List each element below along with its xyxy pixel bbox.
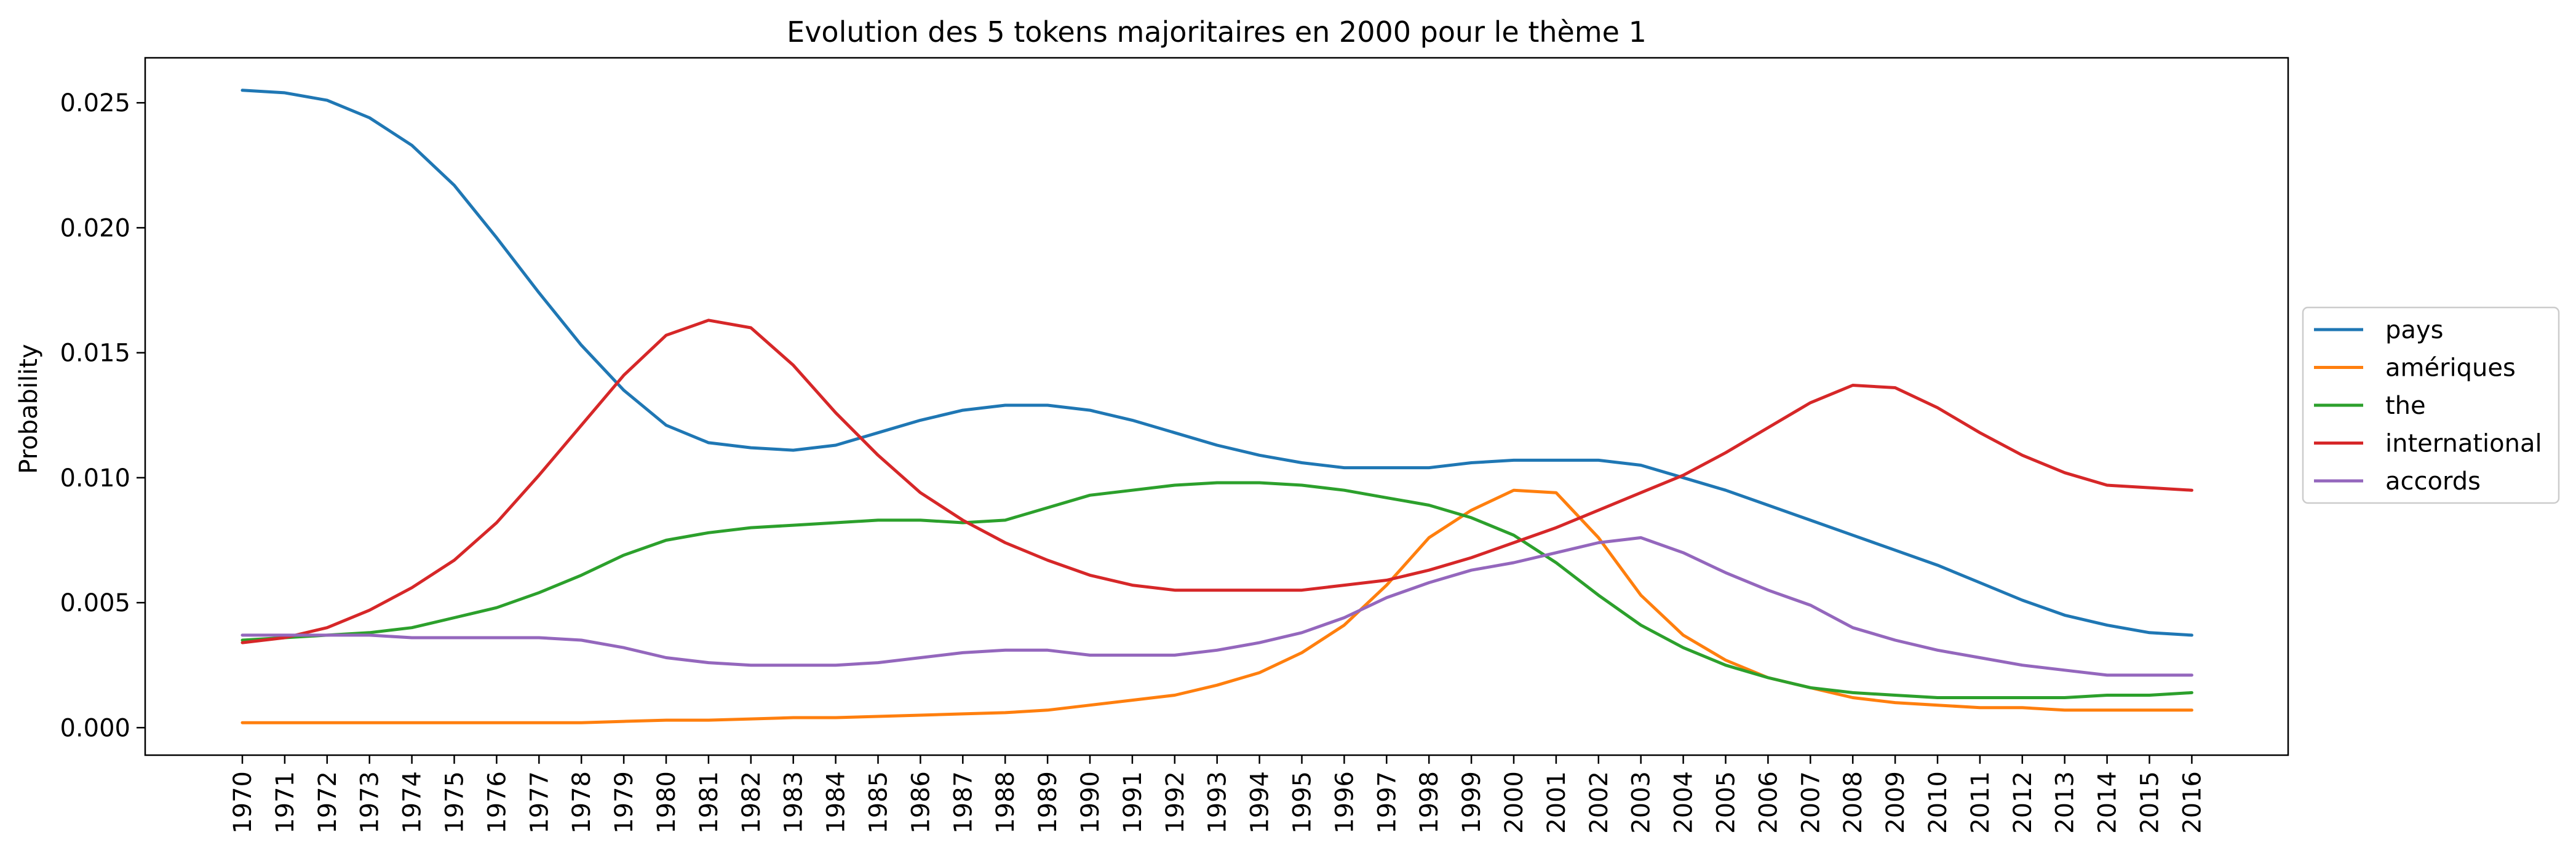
x-tick-label: 2003 — [1628, 771, 1656, 834]
x-tick-label: 1997 — [1373, 771, 1401, 834]
x-tick-label: 2016 — [2178, 771, 2206, 834]
y-tick-label: 0.015 — [60, 339, 130, 368]
legend: pays amériques the international accords — [2302, 306, 2560, 504]
x-tick-label: 2002 — [1585, 771, 1613, 834]
x-tick-label: 1989 — [1034, 771, 1062, 834]
x-tick-label: 2010 — [1924, 771, 1952, 834]
x-tick-label: 1993 — [1204, 771, 1232, 834]
series-line-1 — [241, 488, 2193, 724]
x-tick-label: 2008 — [1839, 771, 1867, 834]
x-tick-label: 2015 — [2136, 771, 2165, 834]
x-tick-label: 1972 — [314, 771, 342, 834]
x-tick-label: 1982 — [737, 771, 766, 834]
x-tick-label: 1971 — [271, 771, 300, 834]
y-axis: 0.000 0.005 0.010 0.015 0.020 0.025 — [60, 89, 145, 742]
x-tick-label: 2001 — [1543, 771, 1571, 834]
y-tick-label: 0.010 — [60, 464, 130, 493]
x-tick-label: 1999 — [1458, 771, 1486, 834]
x-tick-label: 1990 — [1076, 771, 1105, 834]
x-tick-label: 1977 — [525, 771, 554, 834]
y-tick-label: 0.005 — [60, 589, 130, 617]
x-tick-label: 1994 — [1246, 771, 1274, 834]
x-tick-label: 1984 — [822, 771, 851, 834]
x-tick-label: 1978 — [568, 771, 596, 834]
x-tick-label: 1995 — [1289, 771, 1317, 834]
series-line-0 — [241, 89, 2193, 637]
x-tick-label: 2014 — [2094, 771, 2122, 834]
x-tick-label: 2012 — [2009, 771, 2037, 834]
x-tick-label: 2005 — [1712, 771, 1741, 834]
y-tick-label: 0.025 — [60, 89, 130, 117]
x-tick-label: 1973 — [356, 771, 384, 834]
x-tick-label: 1979 — [610, 771, 638, 834]
x-axis: 1970 1971 1972 1973 1974 1975 1976 1977 1978 1979… — [229, 755, 2206, 834]
x-tick-label: 1975 — [441, 771, 469, 834]
chart-title: Evolution des 5 tokens majoritaires en 2… — [787, 15, 1647, 49]
x-tick-label: 1987 — [949, 771, 977, 834]
x-tick-label: 1991 — [1119, 771, 1147, 834]
legend-label-1: amériques — [2385, 354, 2516, 382]
y-tick-label: 0.000 — [60, 714, 130, 742]
legend-label-2: the — [2385, 392, 2426, 420]
legend-label-4: accords — [2385, 467, 2481, 496]
x-tick-label: 1998 — [1415, 771, 1444, 834]
x-tick-label: 2000 — [1500, 771, 1529, 834]
x-tick-label: 1974 — [399, 771, 427, 834]
x-tick-label: 1970 — [229, 771, 257, 834]
series-line-3 — [241, 319, 2193, 644]
legend-box — [2302, 306, 2560, 504]
series-line-4 — [241, 536, 2193, 677]
x-tick-label: 2013 — [2051, 771, 2080, 834]
x-tick-label: 1986 — [907, 771, 935, 834]
x-tick-label: 1996 — [1330, 771, 1359, 834]
x-tick-label: 1988 — [992, 771, 1020, 834]
x-tick-label: 2009 — [1882, 771, 1910, 834]
x-tick-label: 1980 — [653, 771, 681, 834]
x-tick-label: 2011 — [1966, 771, 1995, 834]
x-tick-label: 2006 — [1754, 771, 1783, 834]
x-tick-label: 1985 — [865, 771, 893, 834]
legend-label-3: international — [2385, 430, 2542, 458]
legend-label-0: pays — [2385, 316, 2443, 344]
y-tick-label: 0.020 — [60, 214, 130, 242]
series-layer — [241, 89, 2193, 724]
y-axis-label: Probability — [15, 344, 43, 474]
x-tick-label: 1992 — [1161, 771, 1190, 834]
x-tick-label: 1983 — [780, 771, 808, 834]
x-tick-label: 2007 — [1797, 771, 1825, 834]
x-tick-label: 1976 — [483, 771, 511, 834]
x-tick-label: 1981 — [695, 771, 723, 834]
x-tick-label: 2004 — [1670, 771, 1698, 834]
series-line-2 — [241, 481, 2193, 699]
